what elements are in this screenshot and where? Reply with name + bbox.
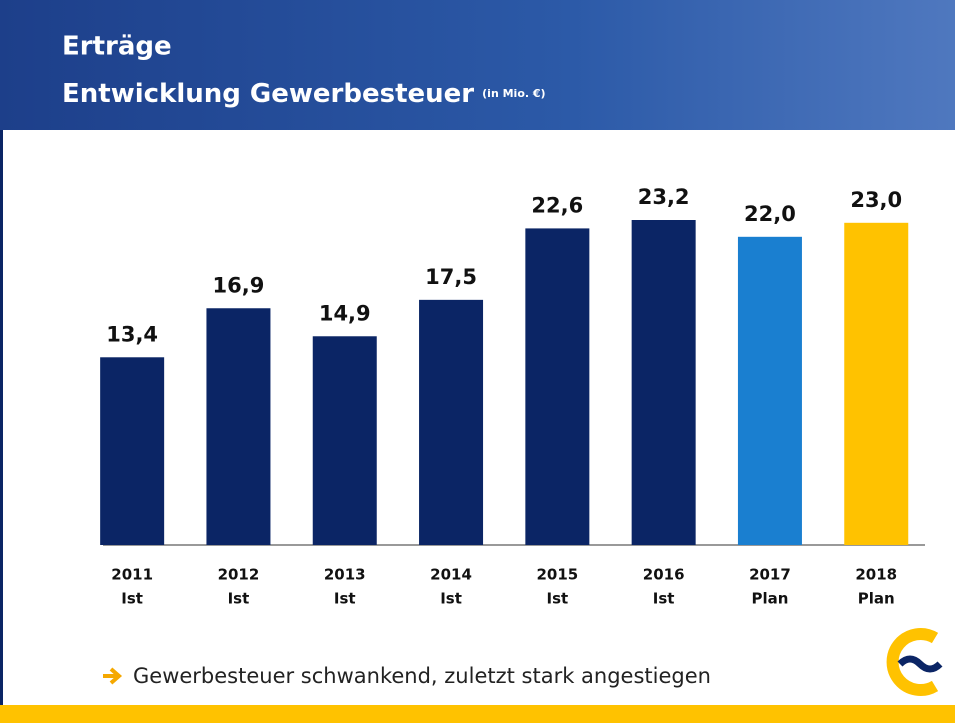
logo-wave [900,659,940,669]
footer-text: Gewerbesteuer schwankend, zuletzt stark … [133,664,711,688]
bar [313,336,377,545]
x-tick-note: Ist [547,590,569,608]
x-tick-note: Ist [334,590,356,608]
x-tick-label: 2018 [855,566,897,584]
bullet-arrow [103,669,119,683]
x-tick-label: 2015 [536,566,578,584]
value-label: 22,0 [744,202,796,226]
title: Erträge [62,32,172,62]
bar [632,220,696,545]
header-band [0,0,955,130]
value-label: 16,9 [213,273,265,297]
subtitle-text: Entwicklung Gewerbesteuer [62,79,474,109]
bar [525,228,589,545]
x-tick-note: Ist [653,590,675,608]
x-tick-label: 2014 [430,566,472,584]
footer-band [0,705,955,723]
value-label: 23,2 [638,185,690,209]
x-tick-label: 2011 [111,566,153,584]
bar [738,237,802,545]
x-tick-label: 2016 [643,566,685,584]
bar [206,308,270,545]
bar [419,300,483,545]
value-label: 22,6 [531,193,583,217]
value-label: 13,4 [106,322,158,346]
x-tick-label: 2013 [324,566,366,584]
subtitle: Entwicklung Gewerbesteuer (in Mio. €) [62,79,546,109]
logo [893,634,940,690]
value-label: 17,5 [425,265,477,289]
x-tick-note: Ist [121,590,143,608]
value-label: 23,0 [850,188,902,212]
x-tick-label: 2012 [218,566,260,584]
bar [100,357,164,545]
x-tick-note: Ist [440,590,462,608]
value-label: 14,9 [319,301,371,325]
x-tick-note: Ist [228,590,250,608]
unit: (in Mio. €) [482,87,545,100]
slide: Erträge Entwicklung Gewerbesteuer (in Mio… [0,0,955,723]
x-tick-label: 2017 [749,566,791,584]
bar [844,223,908,545]
x-tick-note: Plan [858,590,895,608]
left-border [0,130,3,705]
x-tick-note: Plan [751,590,788,608]
